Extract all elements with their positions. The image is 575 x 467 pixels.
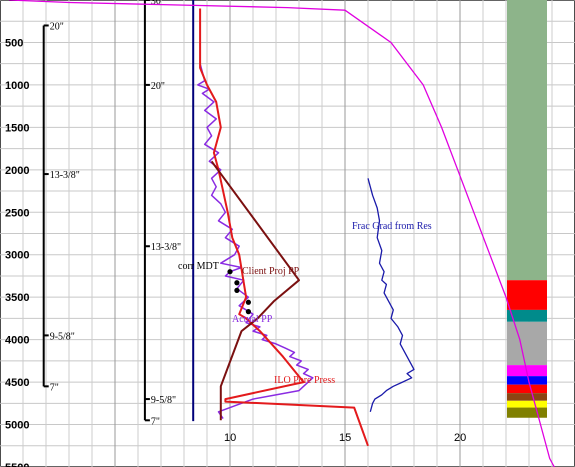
mdt-point: [245, 309, 251, 315]
mdt-point: [227, 269, 233, 275]
casing-string-a-label: 7": [151, 416, 160, 427]
mdt-point: [245, 299, 251, 305]
x-tick-label: 10: [224, 432, 236, 444]
mdt-point: [234, 280, 240, 286]
lithology-band: [507, 321, 547, 366]
y-tick-label: 5000: [5, 420, 29, 432]
casing-string-a-label: 30": [151, 0, 165, 7]
y-tick-label: 1500: [5, 122, 29, 134]
client-proj-pp-label: Client Proj PP: [242, 266, 300, 277]
casing-string-a-label: 13-3/8": [151, 242, 181, 253]
casing-string-b-label: 9-5/8": [50, 331, 75, 342]
lithology-band: [507, 376, 547, 385]
frac-grad-label: Frac Grad from Res: [352, 221, 432, 232]
y-tick-label: 4000: [5, 335, 29, 347]
lithology-band: [507, 280, 547, 310]
tick-labels: 500 1000 1500 2000 2500 3000 3500 4000 4500 5000 5…: [5, 37, 466, 467]
casing-string-b-label: 7": [50, 382, 59, 393]
actual-pp-label: Actual PP: [232, 314, 273, 325]
y-tick-label: 2000: [5, 165, 29, 177]
mdt-point: [234, 287, 240, 293]
series-overburden: [9, 0, 555, 467]
series-ilo-pore-press: [199, 8, 369, 447]
lithology-band: [507, 400, 547, 408]
x-tick-label: 15: [339, 432, 351, 444]
series-layer: [9, 0, 555, 467]
y-tick-label: 1000: [5, 80, 29, 92]
lithology-band: [507, 0, 547, 281]
y-tick-label: 4500: [5, 377, 29, 389]
series-frac-grad: [367, 178, 415, 412]
casing-string-a-label: 9-5/8": [151, 395, 176, 406]
mdt-points: [227, 269, 251, 315]
y-tick-label: 3500: [5, 292, 29, 304]
lithology-band: [507, 384, 547, 394]
casing-markers: 20" 13-3/8" 9-5/8" 7" 30" 20" 13-3/8" 9-5/8" 7": [42, 0, 181, 427]
lithology-band: [507, 407, 547, 418]
casing-string-b-label: 13-3/8": [50, 170, 80, 181]
mdt-label: corr MDT: [178, 261, 219, 272]
casing-string-a-label: 20": [151, 81, 165, 92]
series-client-proj-pp: [210, 160, 300, 421]
y-tick-label: 3000: [5, 250, 29, 262]
x-tick-label: 20: [454, 432, 466, 444]
y-tick-label: 5500: [5, 462, 29, 467]
lithology-band: [507, 309, 547, 322]
lithology-band: [507, 393, 547, 401]
lithology-column: [507, 0, 547, 418]
ilo-pore-press-label: ILO Pore Press: [274, 375, 335, 386]
y-tick-label: 500: [5, 37, 23, 49]
y-tick-label: 2500: [5, 207, 29, 219]
casing-string-b-label: 20": [50, 21, 64, 32]
